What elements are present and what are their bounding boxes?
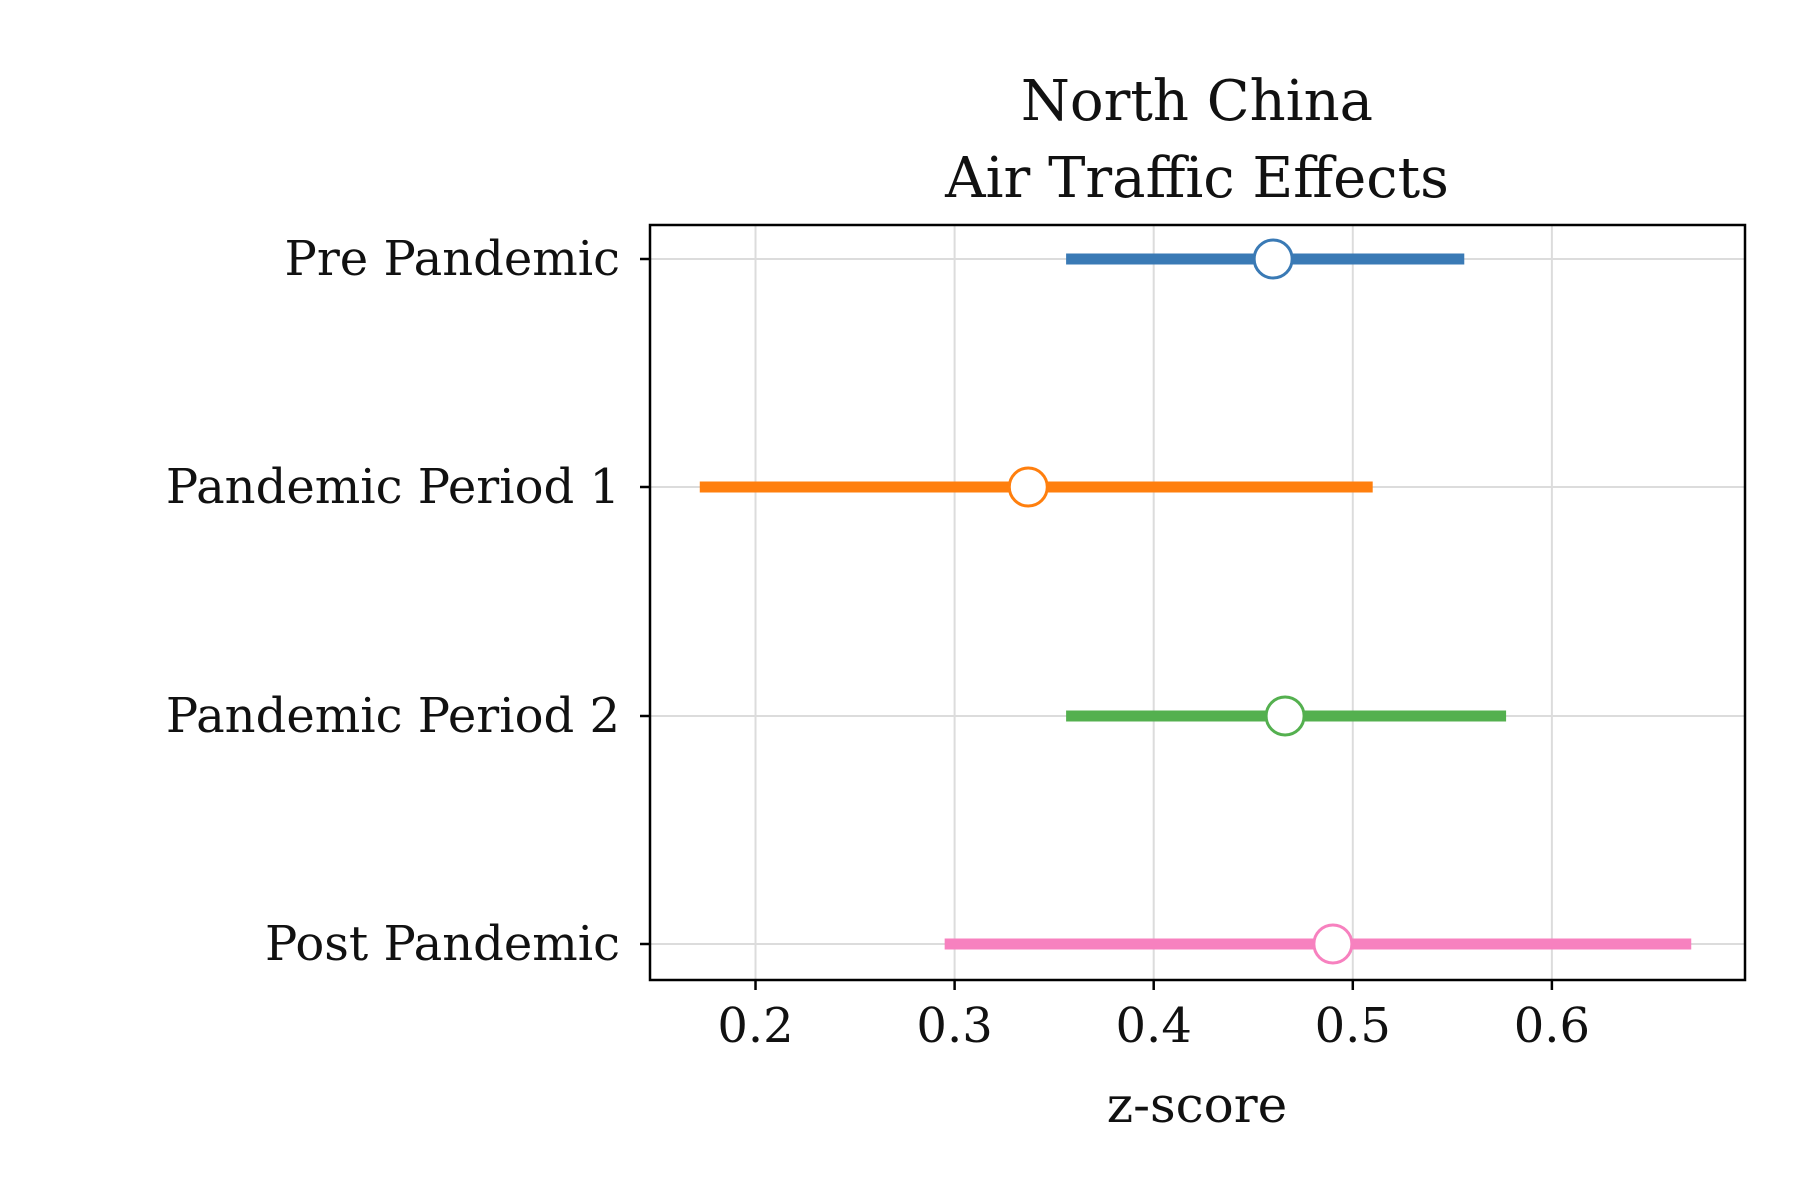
y-tick-label-0: Pre Pandemic [285,231,620,287]
estimate-point-1 [1007,466,1049,508]
estimate-point-0 [1252,238,1294,280]
y-tick-label-3: Post Pandemic [265,916,620,972]
y-tick-label-1: Pandemic Period 1 [166,459,620,515]
axes: 0.2 0.3 0.4 0.5 0.6 Pre Pandemic Pandemic Peri… [166,231,1590,1054]
estimate-point-2 [1264,695,1306,737]
plot-frame [648,223,1747,982]
chart-title-line-1: North China [1021,69,1373,134]
x-tick-label-1: 0.3 [916,998,992,1054]
estimate-point-3 [1312,923,1354,965]
x-tick-label-2: 0.4 [1116,998,1192,1054]
chart-title-line-2: Air Traffic Effects [944,146,1449,211]
x-tick-label-3: 0.5 [1315,998,1391,1054]
x-tick-label-0: 0.2 [717,998,793,1054]
grid [650,225,1745,980]
y-tick-label-2: Pandemic Period 2 [166,688,620,744]
x-axis-label: z-score [1107,1076,1288,1134]
x-tick-label-4: 0.6 [1514,998,1590,1054]
interval-series [699,238,1692,965]
